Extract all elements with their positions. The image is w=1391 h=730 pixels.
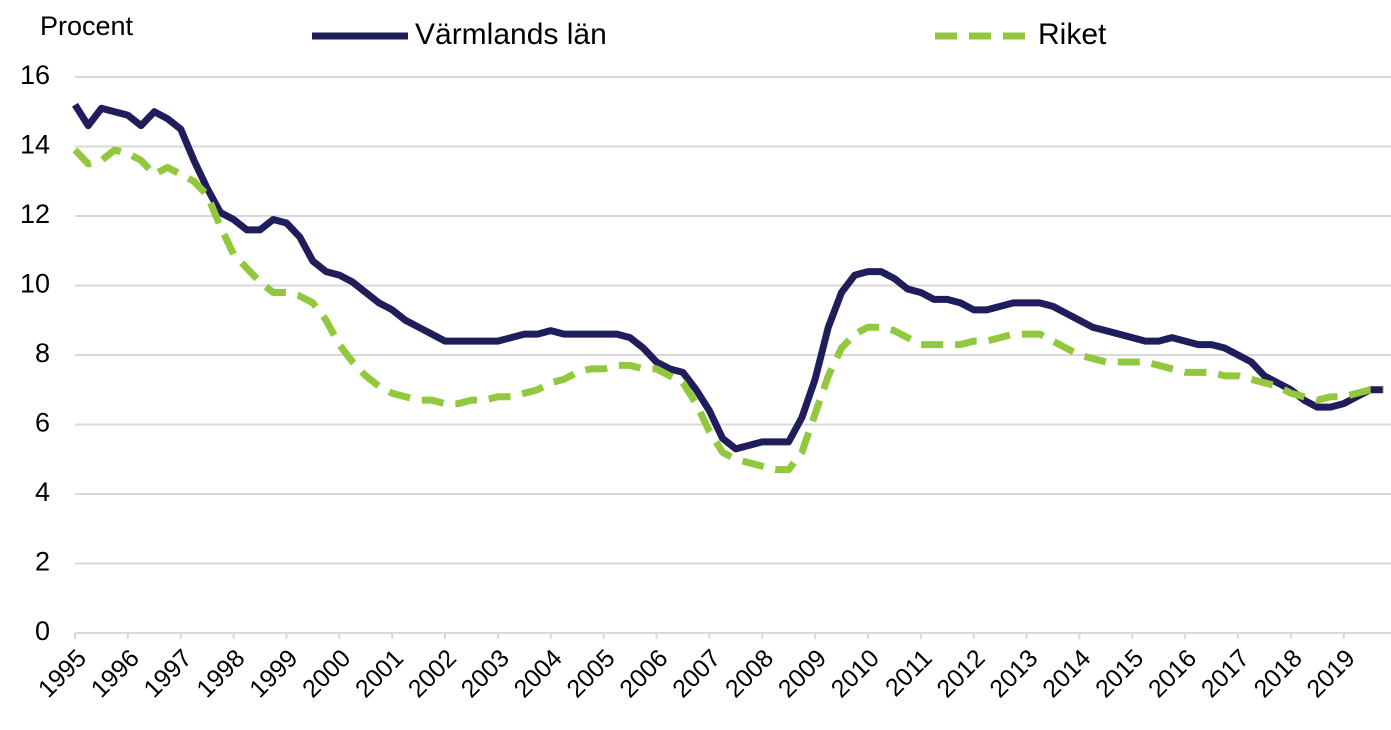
- y-tick-label: 14: [20, 130, 50, 160]
- x-tick-label: 2003: [456, 644, 515, 703]
- y-tick-label: 0: [35, 616, 50, 646]
- x-tick-label: 2007: [667, 644, 726, 703]
- x-tick-label: 2010: [826, 644, 885, 703]
- legend-label: Riket: [1038, 18, 1107, 51]
- x-tick-label: 2016: [1143, 644, 1202, 703]
- x-tick-label: 2004: [509, 644, 568, 703]
- x-tick-label: 2014: [1037, 644, 1096, 703]
- y-tick-label: 4: [35, 477, 50, 507]
- x-tick-label: 2005: [561, 644, 620, 703]
- x-tick-label: 1997: [139, 644, 198, 703]
- x-tick-label: 2000: [297, 644, 356, 703]
- y-tick-label: 12: [20, 199, 50, 229]
- x-tick-label: 2013: [984, 644, 1043, 703]
- line: [72, 146, 1384, 474]
- y-tick-label: 6: [35, 408, 50, 438]
- x-tick-label: 1999: [244, 644, 303, 703]
- x-tick-label: 2011: [880, 644, 938, 702]
- x-tick-label: 2012: [931, 644, 990, 703]
- legend-label: Värmlands län: [415, 18, 607, 51]
- y-tick-label: 8: [35, 338, 50, 368]
- x-tick-label: 2015: [1090, 644, 1149, 703]
- x-tick-label: 2002: [403, 644, 462, 703]
- y-tick-label: 16: [20, 60, 50, 90]
- x-tick-label: 2008: [720, 644, 779, 703]
- x-tick-label: 2006: [614, 644, 673, 703]
- x-tick-label: 2017: [1196, 644, 1255, 703]
- line: [72, 102, 1384, 453]
- x-tick-label: 1998: [191, 644, 250, 703]
- y-tick-label: 2: [35, 547, 50, 577]
- x-tick-label: 2018: [1249, 644, 1308, 703]
- x-tick-label: 2001: [350, 644, 409, 703]
- x-tick-label: 2009: [773, 644, 832, 703]
- y-axis-label: Procent: [40, 11, 134, 41]
- x-tick-label: 1996: [86, 644, 145, 703]
- y-tick-label: 10: [20, 269, 50, 299]
- x-tick-label: 1995: [33, 644, 92, 703]
- x-tick-label: 2019: [1301, 644, 1360, 703]
